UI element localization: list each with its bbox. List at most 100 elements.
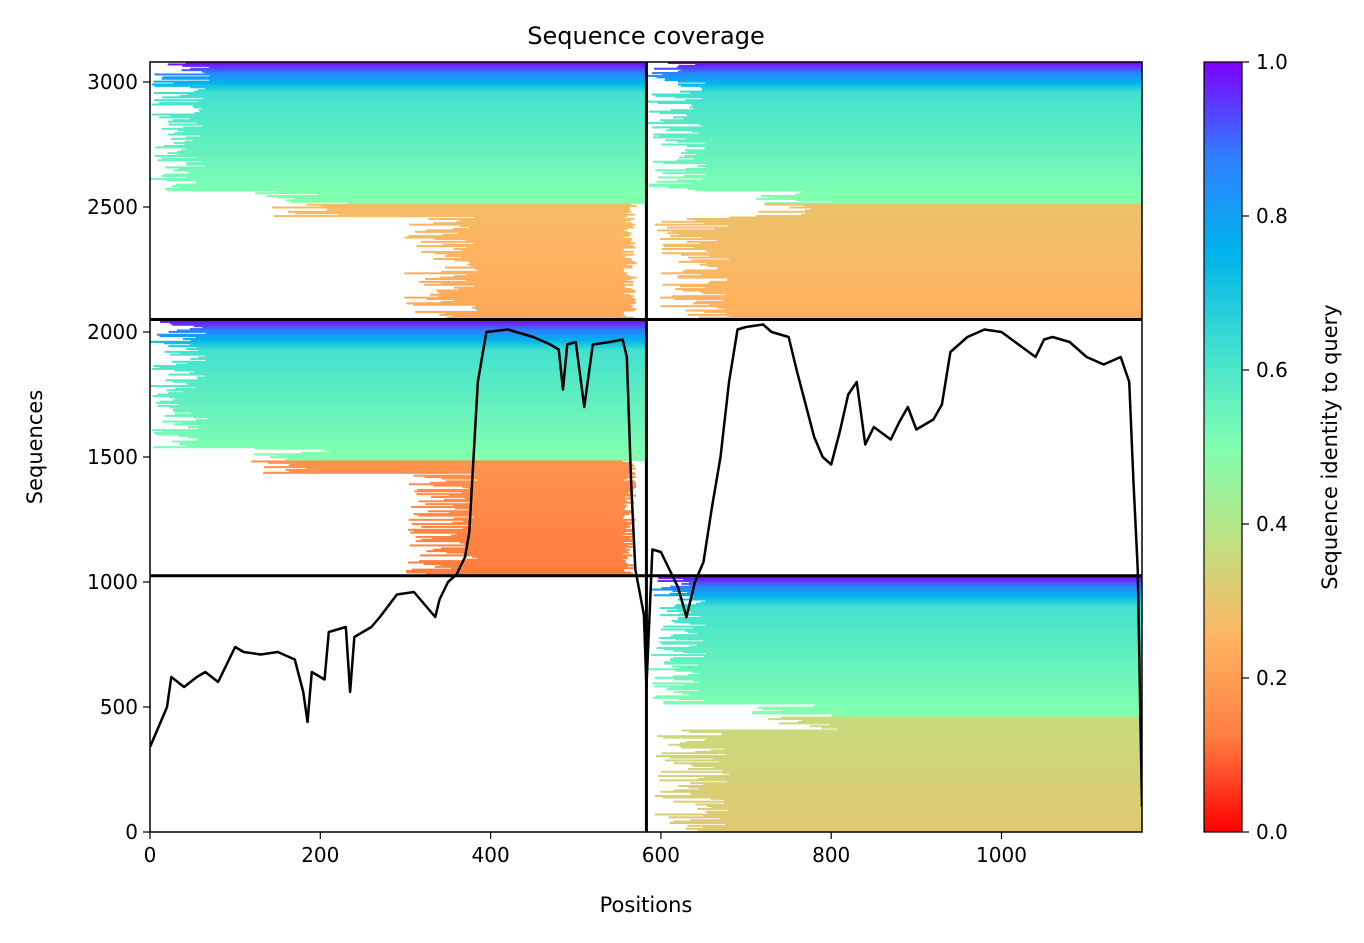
heatmap-row (473, 515, 624, 518)
heatmap-row (668, 816, 1142, 819)
heatmap-row (172, 323, 647, 326)
heatmap-row (268, 461, 631, 464)
heatmap-row (695, 219, 1142, 222)
heatmap-row (728, 257, 1142, 261)
heatmap-row (409, 223, 636, 226)
heatmap-row (714, 227, 1142, 230)
heatmap-row (671, 619, 1142, 622)
heatmap-row (462, 486, 637, 489)
heatmap-row (414, 230, 628, 233)
heatmap-row (409, 544, 629, 547)
heatmap-row (446, 551, 629, 554)
heatmap-row (681, 692, 1142, 695)
heatmap-row (197, 100, 647, 103)
heatmap-row (434, 565, 627, 568)
heatmap-row (710, 797, 1142, 800)
heatmap-row (699, 263, 1142, 266)
heatmap-row (797, 720, 1142, 723)
heatmap-row (667, 609, 1142, 612)
heatmap-row (166, 179, 647, 182)
heatmap-row (654, 223, 1142, 226)
heatmap-row (702, 124, 1142, 127)
heatmap-row (713, 766, 1142, 769)
x-tick-label: 0 (144, 843, 157, 867)
heatmap-row (477, 269, 625, 272)
heatmap-row (705, 146, 1142, 149)
heatmap-row (154, 154, 647, 158)
heatmap-row (693, 246, 1142, 249)
heatmap-row (153, 365, 647, 368)
heatmap-row (154, 84, 647, 87)
heatmap-row (691, 763, 1142, 766)
heatmap-row (815, 703, 1142, 706)
heatmap-row (167, 189, 647, 192)
heatmap-row (657, 580, 1142, 583)
heatmap-row (255, 192, 647, 195)
colorbar-label: Sequence identity to query (1318, 304, 1342, 589)
heatmap-row (269, 456, 647, 459)
heatmap-row (670, 585, 1142, 588)
heatmap-row (703, 655, 1142, 658)
heatmap-row (829, 723, 1142, 726)
heatmap-row (151, 83, 647, 86)
heatmap-row (703, 783, 1142, 786)
heatmap-row (703, 814, 1142, 817)
heatmap-row (413, 530, 635, 533)
heatmap-row (195, 156, 647, 159)
heatmap-row (655, 169, 1142, 172)
heatmap-row (685, 99, 1142, 102)
heatmap-row (652, 72, 1142, 75)
heatmap-row (209, 74, 647, 77)
heatmap-row (667, 186, 1142, 189)
heatmap-row (722, 733, 1142, 736)
heatmap-row (437, 290, 635, 293)
heatmap-row (174, 410, 647, 413)
heatmap-row (658, 577, 1142, 580)
heatmap-row (408, 518, 636, 521)
heatmap-row (663, 736, 1142, 739)
colorbar-tick-label: 0.4 (1256, 512, 1288, 536)
heatmap-row (663, 162, 1142, 165)
heatmap-row (441, 270, 624, 273)
heatmap-row (196, 346, 647, 349)
heatmap-row (186, 176, 647, 179)
heatmap-row (724, 799, 1142, 802)
heatmap-row (208, 66, 647, 69)
heatmap-row (167, 392, 647, 395)
heatmap-row (660, 790, 1142, 793)
heatmap-row (305, 467, 636, 470)
heatmap-row (173, 169, 647, 172)
heatmap-row (471, 306, 632, 309)
heatmap-row (705, 599, 1142, 602)
heatmap-row (682, 651, 1142, 654)
heatmap-row (768, 718, 1142, 721)
heatmap-row (681, 152, 1142, 155)
heatmap-row (690, 92, 1142, 95)
heatmap-row (647, 122, 1142, 125)
heatmap-row (200, 134, 647, 137)
heatmap-row (190, 67, 647, 70)
heatmap-row (665, 139, 1142, 142)
heatmap-row (686, 144, 1142, 147)
heatmap-row (173, 142, 647, 145)
heatmap-row (195, 182, 647, 185)
heatmap-row (679, 612, 1142, 615)
heatmap-row (453, 247, 624, 250)
heatmap-row (199, 110, 647, 113)
x-tick-label: 1000 (976, 843, 1027, 867)
heatmap-row (177, 434, 647, 437)
heatmap-row (289, 470, 630, 473)
heatmap-row (680, 69, 1142, 72)
heatmap-row (693, 765, 1142, 768)
heatmap-row (470, 508, 625, 511)
heatmap-row (677, 179, 1142, 182)
heatmap-row (153, 431, 647, 434)
heatmap-row (474, 473, 635, 476)
heatmap-row (672, 634, 1142, 637)
heatmap-row (194, 112, 647, 115)
heatmap-row (673, 762, 1142, 765)
heatmap-row (699, 672, 1142, 675)
heatmap-row (709, 255, 1142, 258)
heatmap-row (466, 279, 627, 282)
heatmap-row (453, 517, 624, 520)
